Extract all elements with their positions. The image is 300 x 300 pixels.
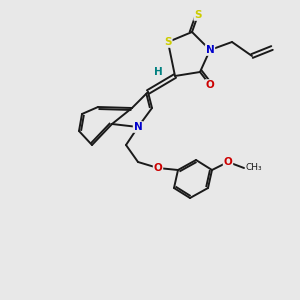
Text: S: S	[194, 10, 202, 20]
Text: S: S	[164, 37, 172, 47]
Text: CH₃: CH₃	[246, 164, 262, 172]
Text: O: O	[224, 157, 232, 167]
Text: O: O	[154, 163, 162, 173]
Text: H: H	[154, 67, 162, 77]
Text: N: N	[134, 122, 142, 132]
Text: O: O	[206, 80, 214, 90]
Text: N: N	[206, 45, 214, 55]
